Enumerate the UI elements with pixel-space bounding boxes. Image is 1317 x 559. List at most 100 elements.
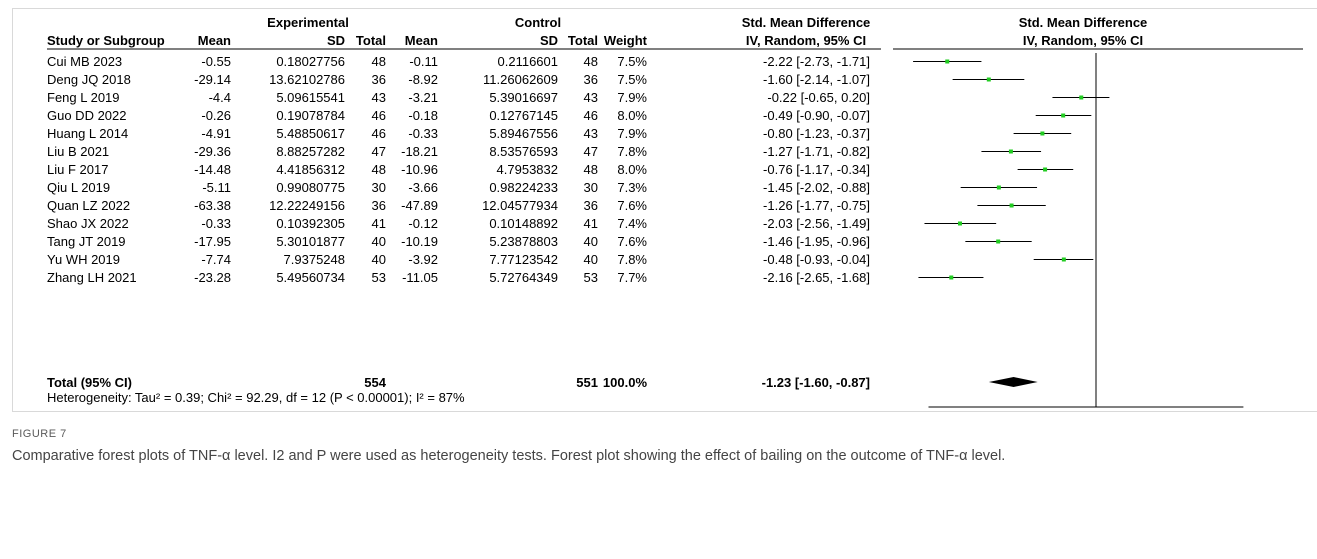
study-cell-ci-text: -0.76 [-1.17, -0.34]	[763, 162, 870, 177]
study-row: Tang JT 2019 -17.95 5.30101877 40 -10.19 5.23…	[47, 234, 870, 249]
study-cell-weight: 7.6%	[617, 234, 647, 249]
study-cell-name: Zhang LH 2021	[47, 270, 137, 285]
study-cell-c-mean: -10.96	[401, 162, 438, 177]
study-cell-e-mean: -17.95	[194, 234, 231, 249]
study-row: Quan LZ 2022 -63.38 12.22249156 36 -47.89 12.…	[47, 198, 870, 213]
study-cell-c-sd: 0.12767145	[489, 108, 558, 123]
study-cell-e-sd: 7.9375248	[284, 252, 345, 267]
study-cell-e-mean: -4.4	[209, 90, 231, 105]
study-cell-c-mean: -0.33	[408, 126, 438, 141]
study-row: Shao JX 2022 -0.33 0.10392305 41 -0.12 0.1014…	[47, 216, 870, 231]
study-cell-c-total: 30	[584, 180, 598, 195]
study-cell-weight: 8.0%	[617, 162, 647, 177]
study-cell-e-sd: 5.30101877	[276, 234, 345, 249]
figure-panel: Experimental Control Std. Mean Differenc…	[12, 8, 1317, 412]
study-row: Yu WH 2019 -7.74 7.9375248 40 -3.92 7.7712354…	[47, 252, 870, 267]
study-cell-c-total: 36	[584, 198, 598, 213]
effect-point	[996, 185, 1001, 190]
study-cell-name: Guo DD 2022	[47, 108, 127, 123]
study-cell-e-total: 40	[372, 252, 386, 267]
study-cell-c-sd: 8.53576593	[489, 144, 558, 159]
study-cell-c-mean: -0.12	[408, 216, 438, 231]
study-cell-name: Huang L 2014	[47, 126, 128, 141]
study-cell-c-sd: 5.39016697	[489, 90, 558, 105]
study-cell-e-total: 46	[372, 108, 386, 123]
study-cell-weight: 7.9%	[617, 126, 647, 141]
study-cell-e-total: 36	[372, 72, 386, 87]
study-cell-name: Liu F 2017	[47, 162, 108, 177]
study-cell-e-total: 47	[372, 144, 386, 159]
study-cell-e-total: 43	[372, 90, 386, 105]
study-cell-c-mean: -0.11	[409, 54, 438, 69]
study-cell-weight: 7.4%	[617, 216, 647, 231]
study-cell-c-sd: 5.23878803	[489, 234, 558, 249]
study-cell-name: Quan LZ 2022	[47, 198, 130, 213]
study-rows: Cui MB 2023 -0.55 0.18027756 48 -0.11 0.21166…	[47, 54, 870, 285]
figure-caption: FIGURE 7 Comparative forest plots of TNF…	[12, 428, 1302, 467]
study-cell-e-mean: -0.33	[201, 216, 231, 231]
study-cell-c-mean: -3.66	[408, 180, 438, 195]
study-cell-weight: 7.9%	[617, 90, 647, 105]
study-cell-name: Yu WH 2019	[47, 252, 120, 267]
study-cell-e-sd: 5.48850617	[276, 126, 345, 141]
effect-point	[949, 275, 954, 280]
study-cell-c-total: 41	[584, 216, 598, 231]
study-cell-weight: 7.3%	[617, 180, 647, 195]
study-cell-c-total: 48	[584, 162, 598, 177]
study-cell-ci-text: -1.26 [-1.77, -0.75]	[763, 198, 870, 213]
study-cell-weight: 7.7%	[617, 270, 647, 285]
study-cell-name: Cui MB 2023	[47, 54, 122, 69]
study-cell-e-mean: -63.38	[194, 198, 231, 213]
study-cell-weight: 8.0%	[617, 108, 647, 123]
study-col-header: Study or Subgroup	[47, 33, 165, 48]
study-cell-e-sd: 0.18027756	[276, 54, 345, 69]
study-cell-weight: 7.8%	[617, 252, 647, 267]
ctl-mean-col-header: Mean	[405, 33, 438, 48]
study-cell-e-sd: 0.10392305	[276, 216, 345, 231]
study-row: Liu B 2021 -29.36 8.88257282 47 -18.21 8.5357…	[47, 144, 870, 159]
study-cell-ci-text: -1.60 [-2.14, -1.07]	[763, 72, 870, 87]
study-cell-c-sd: 4.7953832	[497, 162, 558, 177]
study-cell-ci-text: -0.80 [-1.23, -0.37]	[763, 126, 870, 141]
total-weight: 100.0%	[603, 375, 648, 390]
pooled-diamond	[988, 377, 1038, 387]
experimental-header: Experimental	[267, 15, 349, 30]
study-cell-e-sd: 0.99080775	[276, 180, 345, 195]
ctl-total-col-header: Total	[568, 33, 598, 48]
study-row: Cui MB 2023 -0.55 0.18027756 48 -0.11 0.21166…	[47, 54, 870, 69]
effect-point	[986, 77, 991, 82]
study-cell-e-sd: 4.41856312	[276, 162, 345, 177]
effect-point	[1009, 203, 1014, 208]
study-cell-e-sd: 5.49560734	[276, 270, 345, 285]
effect-point	[1061, 113, 1066, 118]
study-cell-e-sd: 8.88257282	[276, 144, 345, 159]
study-cell-weight: 7.8%	[617, 144, 647, 159]
study-cell-ci-text: -1.46 [-1.95, -0.96]	[763, 234, 870, 249]
study-cell-name: Tang JT 2019	[47, 234, 126, 249]
study-cell-c-total: 43	[584, 90, 598, 105]
study-cell-e-total: 48	[372, 54, 386, 69]
study-cell-ci-text: -0.48 [-0.93, -0.04]	[763, 252, 870, 267]
ctl-sd-col-header: SD	[540, 33, 558, 48]
study-row: Huang L 2014 -4.91 5.48850617 46 -0.33 5.8946…	[47, 126, 870, 141]
study-cell-c-total: 40	[584, 234, 598, 249]
exp-sd-col-header: SD	[327, 33, 345, 48]
study-cell-c-mean: -11.05	[402, 270, 438, 285]
study-cell-ci-text: -2.16 [-2.65, -1.68]	[763, 270, 870, 285]
study-cell-c-sd: 7.77123542	[489, 252, 558, 267]
plot-area	[913, 53, 1244, 408]
study-cell-name: Liu B 2021	[47, 144, 109, 159]
study-cell-c-sd: 12.04577934	[482, 198, 558, 213]
study-cell-c-mean: -18.21	[401, 144, 438, 159]
effect-point	[1040, 131, 1045, 136]
study-cell-c-sd: 11.26062609	[483, 72, 558, 87]
smd-plot-header: Std. Mean Difference	[1019, 15, 1148, 30]
study-cell-c-total: 47	[584, 144, 598, 159]
study-cell-e-sd: 5.09615541	[276, 90, 345, 105]
study-cell-ci-text: -1.45 [-2.02, -0.88]	[763, 180, 870, 195]
study-cell-c-sd: 0.10148892	[489, 216, 558, 231]
study-cell-c-sd: 0.98224233	[489, 180, 558, 195]
effect-point	[1043, 167, 1048, 172]
study-row: Deng JQ 2018 -29.14 13.62102786 36 -8.92 11.2…	[47, 72, 870, 87]
study-row: Liu F 2017 -14.48 4.41856312 48 -10.96 4.7953…	[47, 162, 870, 177]
